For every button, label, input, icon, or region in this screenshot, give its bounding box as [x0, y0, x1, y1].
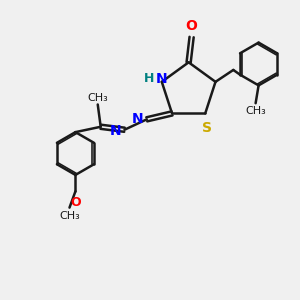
Text: CH₃: CH₃ — [245, 106, 266, 116]
Text: N: N — [156, 73, 168, 86]
Text: CH₃: CH₃ — [59, 211, 80, 221]
Text: H: H — [144, 72, 154, 86]
Text: N: N — [110, 124, 122, 138]
Text: CH₃: CH₃ — [87, 93, 108, 103]
Text: N: N — [132, 112, 143, 126]
Text: S: S — [202, 121, 212, 135]
Text: O: O — [70, 196, 81, 209]
Text: O: O — [186, 19, 197, 33]
